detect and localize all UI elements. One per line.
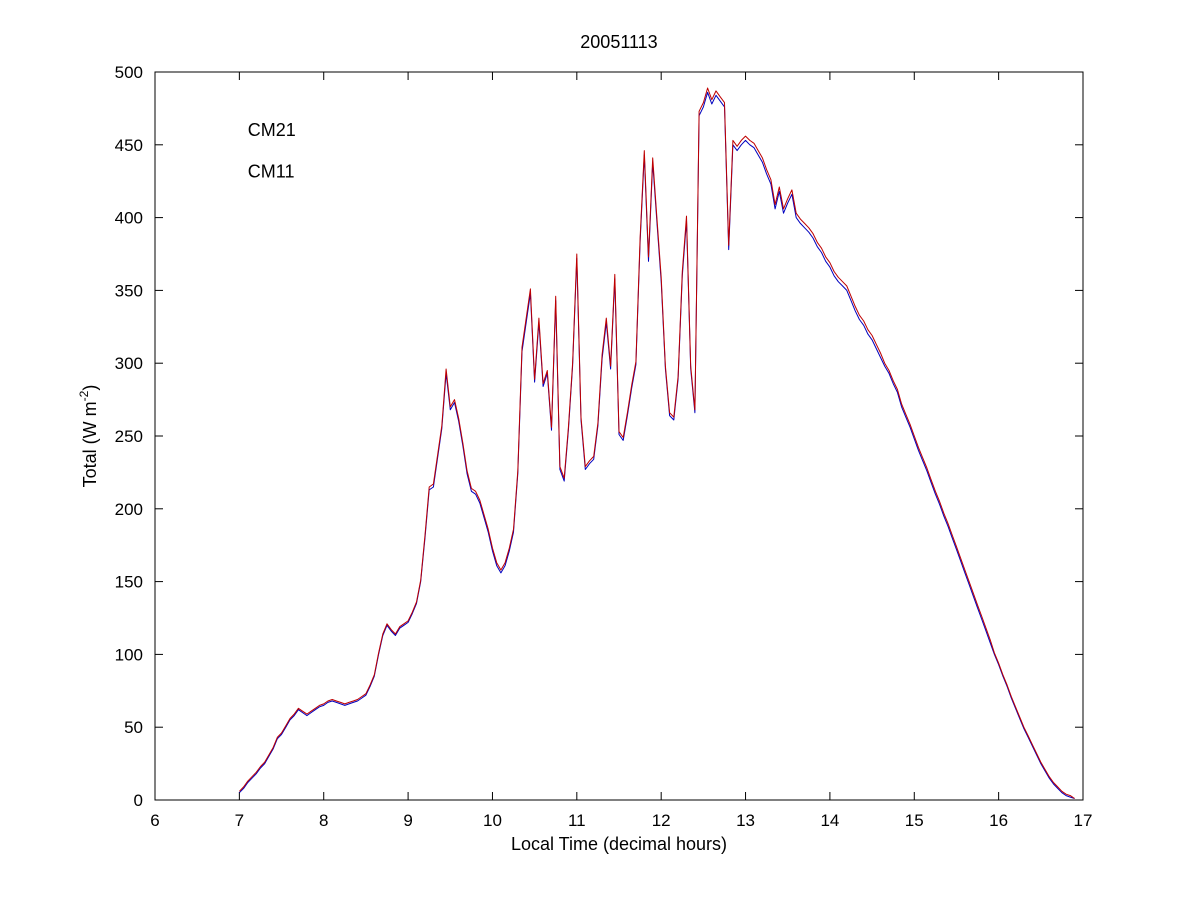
plot-layer: 6 7 8 9 10 11 12 13 14 15 16 17 0 50 100 150 200 250 300 35… bbox=[115, 63, 1093, 830]
x-tick-label: 6 bbox=[150, 811, 159, 830]
x-tick-label: 11 bbox=[568, 811, 586, 830]
x-tick-label: 12 bbox=[652, 811, 671, 830]
x-tick-label: 14 bbox=[820, 811, 839, 830]
legend: CM21 CM11 bbox=[248, 120, 296, 181]
y-tick-label: 50 bbox=[124, 718, 143, 737]
legend-label-cm11: CM11 bbox=[248, 162, 295, 182]
x-tick-label: 8 bbox=[319, 811, 328, 830]
y-axis-label-close: ) bbox=[80, 385, 100, 391]
x-tick-label: 13 bbox=[736, 811, 755, 830]
y-tick-label: 400 bbox=[115, 209, 143, 228]
series-line-cm21 bbox=[239, 91, 1075, 799]
x-axis-ticks: 6 7 8 9 10 11 12 13 14 15 16 17 bbox=[150, 72, 1092, 830]
series-line-cm11 bbox=[239, 87, 1075, 799]
y-tick-label: 450 bbox=[115, 136, 143, 155]
y-axis-ticks: 0 50 100 150 200 250 300 350 400 450 500 bbox=[115, 63, 1083, 810]
y-axis-label-main: Total (W m bbox=[80, 401, 100, 487]
y-axis-label: Total (W m-2) bbox=[77, 385, 100, 488]
y-tick-label: 250 bbox=[115, 427, 143, 446]
y-tick-label: 100 bbox=[115, 645, 143, 664]
x-tick-label: 15 bbox=[905, 811, 924, 830]
chart-title: 20051113 bbox=[580, 32, 657, 52]
legend-label-cm21: CM21 bbox=[248, 120, 296, 140]
y-tick-label: 350 bbox=[115, 281, 143, 300]
y-tick-label: 200 bbox=[115, 500, 143, 519]
x-tick-label: 10 bbox=[483, 811, 502, 830]
y-tick-label: 500 bbox=[115, 63, 143, 82]
y-tick-label: 150 bbox=[115, 573, 143, 592]
series-lines bbox=[239, 87, 1075, 799]
x-tick-label: 7 bbox=[235, 811, 244, 830]
x-tick-label: 9 bbox=[403, 811, 412, 830]
y-axis-label-superscript: -2 bbox=[77, 390, 91, 401]
y-tick-label: 0 bbox=[134, 791, 143, 810]
x-tick-label: 17 bbox=[1074, 811, 1093, 830]
x-axis-label: Local Time (decimal hours) bbox=[511, 834, 727, 854]
y-tick-label: 300 bbox=[115, 354, 143, 373]
x-tick-label: 16 bbox=[989, 811, 1008, 830]
